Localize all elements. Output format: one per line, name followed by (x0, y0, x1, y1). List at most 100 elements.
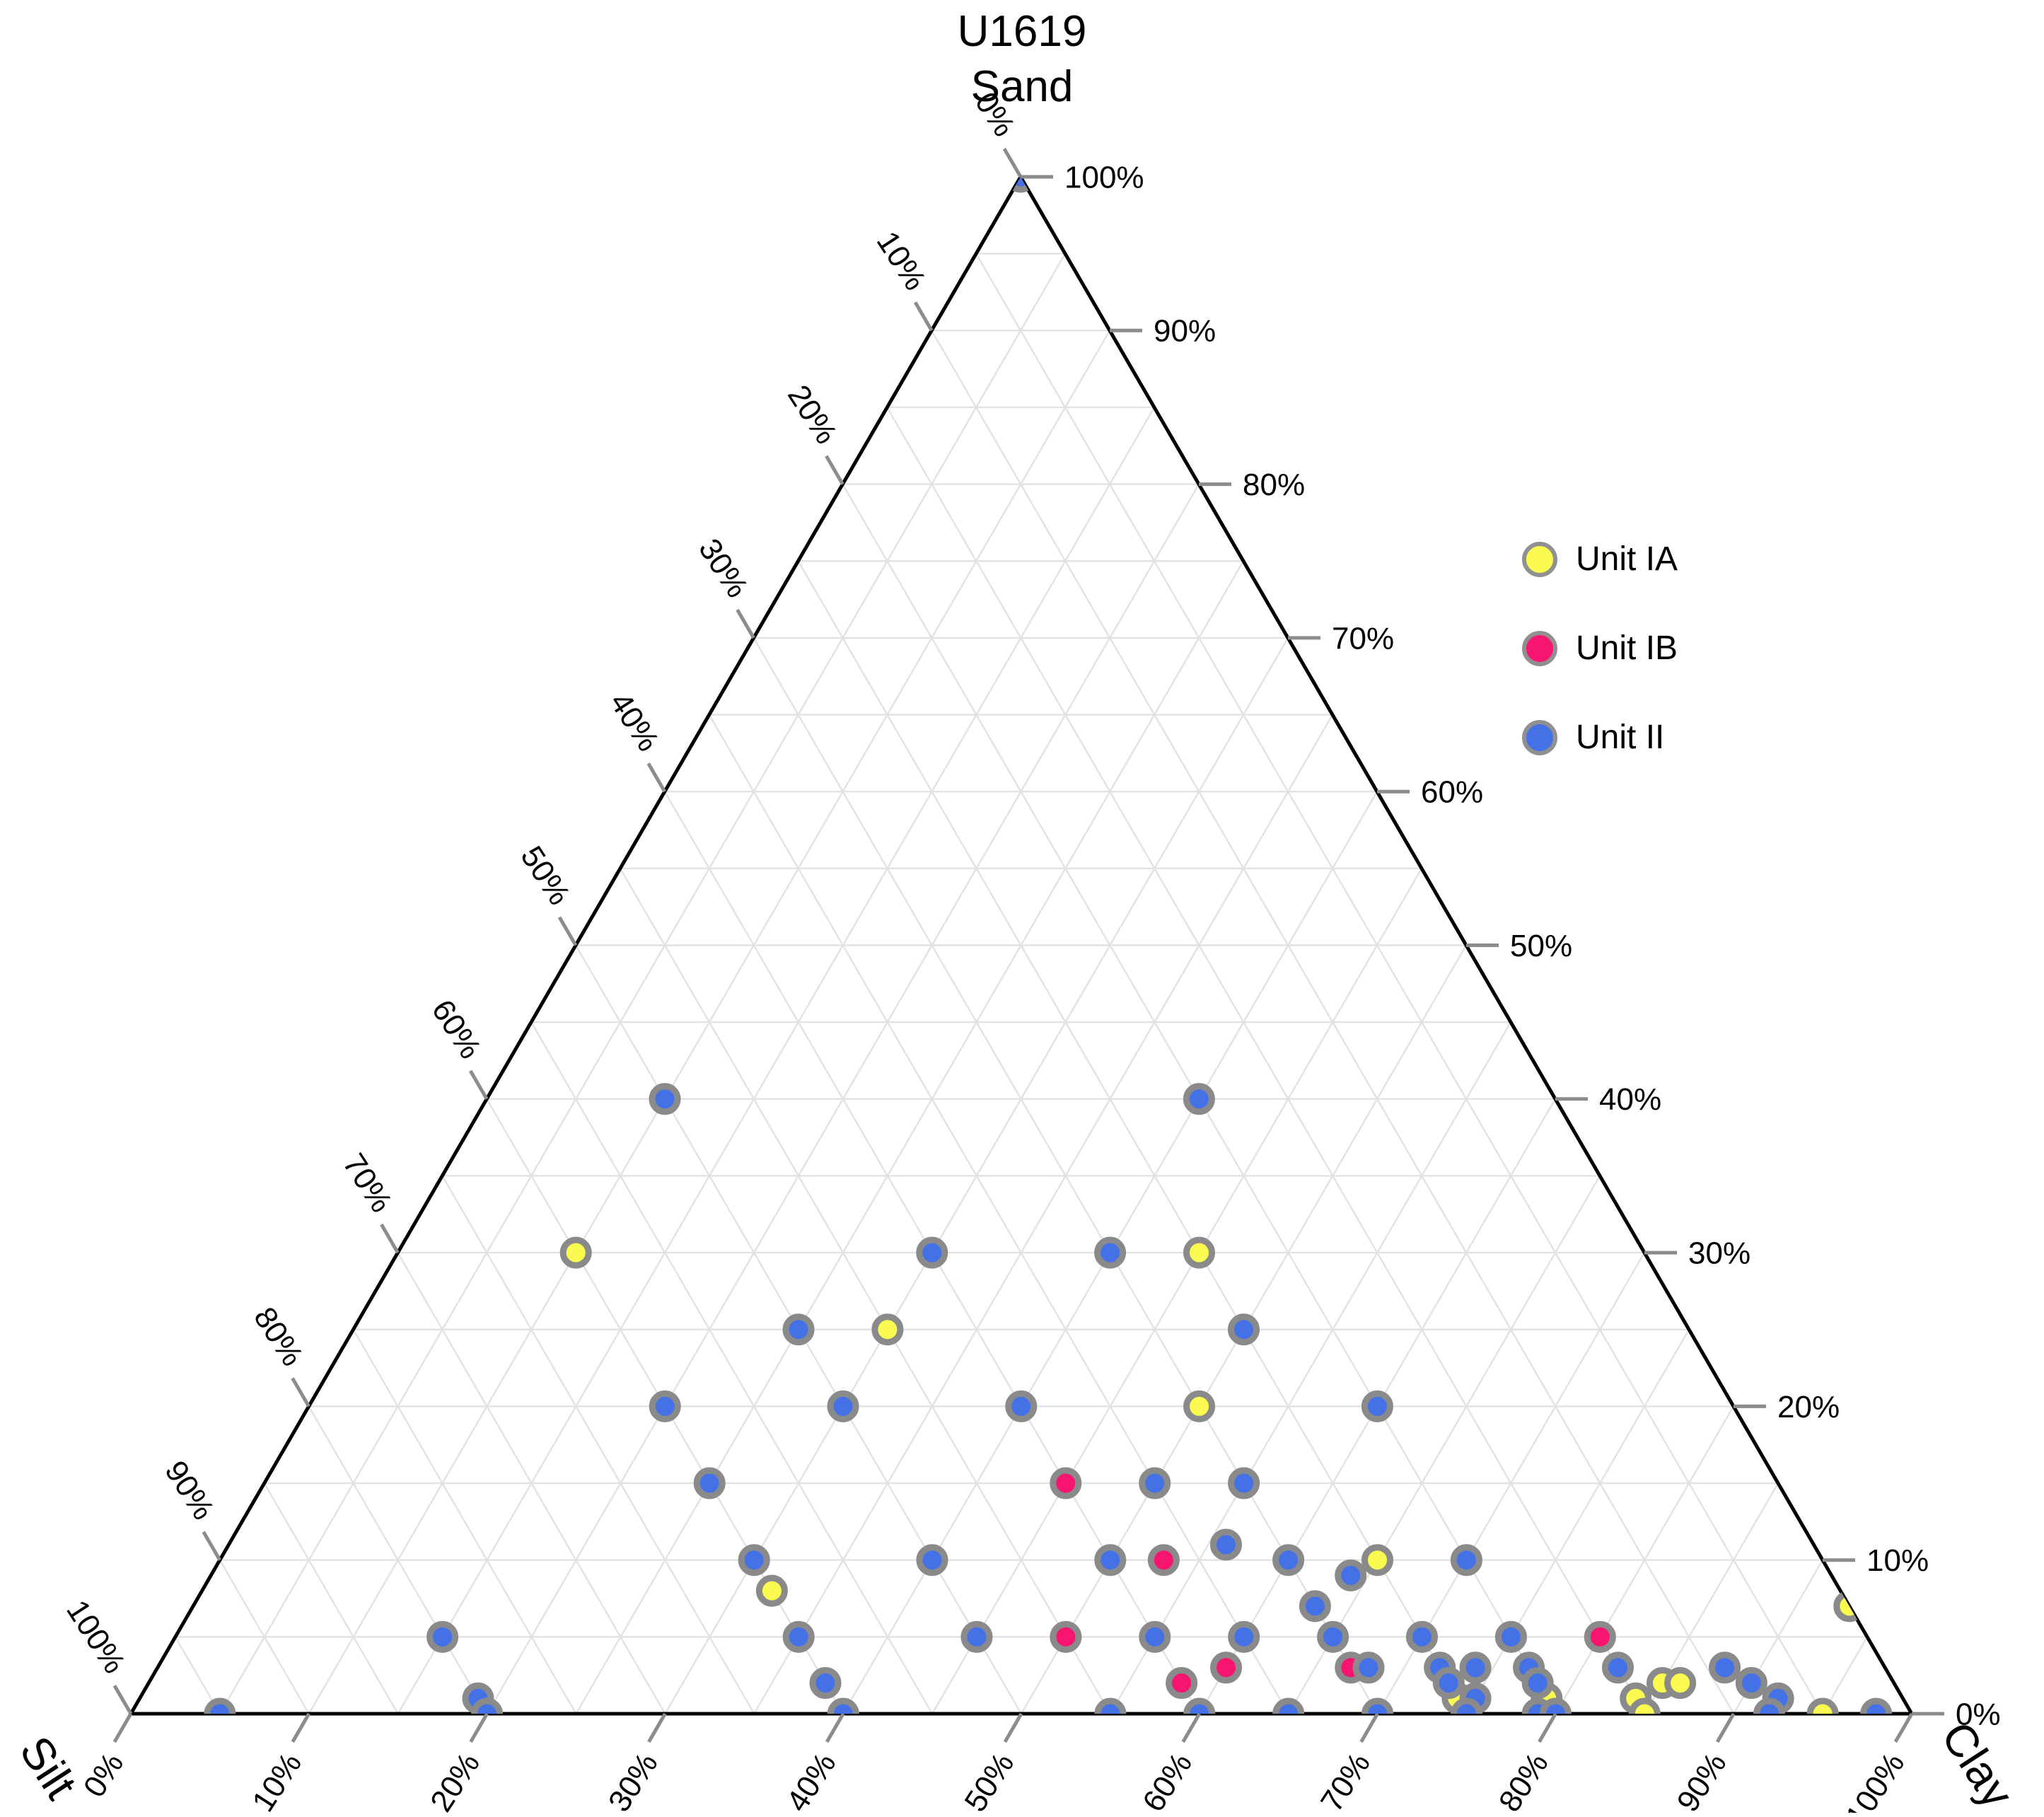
data-point (827, 1390, 859, 1422)
tick-label-clay-90%: 90% (1671, 1747, 1734, 1813)
tick-silt-100% (112, 1684, 133, 1715)
legend-marker-icon (1522, 542, 1557, 577)
sand-axis-title: Sand (970, 62, 1074, 111)
data-point (204, 1697, 236, 1714)
series-unit-ii (204, 177, 1893, 1714)
tick-label-clay-10%: 10% (245, 1747, 308, 1813)
tick-clay-90% (1715, 1712, 1736, 1743)
data-point (782, 1313, 815, 1346)
tick-label-silt-10%: 10% (870, 226, 933, 297)
data-point (1317, 1620, 1349, 1653)
tick-label-sand-40%: 40% (1599, 1082, 1661, 1117)
tick-label-clay-100%: 100% (1839, 1747, 1911, 1813)
tick-clay-50% (1003, 1712, 1023, 1743)
data-point (871, 1313, 904, 1346)
data-point (1166, 1667, 1198, 1700)
grid-line-silt-65 (441, 1175, 755, 1714)
data-point (1183, 1697, 1216, 1714)
tick-silt-10% (913, 301, 934, 332)
grid-line-silt-15 (886, 407, 1646, 1714)
data-point (1228, 1620, 1260, 1653)
data-point (1459, 1651, 1492, 1684)
data-point (1521, 1667, 1554, 1700)
grid-line-silt-45 (619, 868, 1111, 1714)
data-point (1432, 1667, 1465, 1700)
data-point (738, 1544, 770, 1577)
tick-clay-10% (291, 1712, 310, 1743)
grid-line-clay-55 (1109, 1021, 1512, 1714)
data-point (782, 1620, 815, 1653)
tick-label-silt-70%: 70% (336, 1147, 399, 1219)
legend: Unit IA Unit IB Unit II (1522, 540, 1678, 807)
grid-lines (174, 252, 1869, 1714)
legend-label: Unit IA (1576, 540, 1678, 578)
tick-silt-80% (291, 1377, 310, 1407)
data-point (649, 1083, 681, 1115)
data-point (1210, 1651, 1243, 1684)
tick-label-sand-80%: 80% (1243, 468, 1305, 502)
tick-label-sand-70%: 70% (1332, 621, 1394, 656)
grid-line-silt-25 (797, 560, 1468, 1714)
data-point (1139, 1467, 1171, 1499)
data-point (1050, 1467, 1082, 1499)
tick-silt-70% (380, 1224, 400, 1254)
grid-line-silt-35 (708, 714, 1289, 1714)
data-point (1050, 1620, 1082, 1653)
tick-label-silt-80%: 80% (247, 1301, 310, 1373)
data-point (559, 1236, 592, 1269)
tick-label-sand-20%: 20% (1777, 1390, 1840, 1424)
data-point (1139, 1620, 1171, 1653)
tick-label-sand-60%: 60% (1421, 775, 1483, 810)
tick-label-clay-30%: 30% (602, 1747, 665, 1813)
data-point (1094, 1697, 1127, 1714)
data-point (1183, 1083, 1215, 1115)
grid-line-silt-80 (308, 1405, 488, 1714)
data-point (1451, 1697, 1482, 1714)
grid-line-clay-35 (753, 714, 1334, 1714)
tick-clay-0% (112, 1712, 133, 1743)
data-point (1753, 1697, 1786, 1714)
tick-label-sand-0%: 0% (1956, 1697, 2001, 1731)
tick-clay-100% (1893, 1712, 1914, 1743)
data-point (1209, 1528, 1242, 1561)
data-point (1272, 1544, 1305, 1577)
data-point (1361, 1390, 1393, 1422)
tick-clay-80% (1538, 1712, 1557, 1743)
data-point (1183, 1236, 1215, 1269)
tick-label-silt-100%: 100% (59, 1594, 132, 1680)
data-point (1709, 1651, 1741, 1684)
data-point (1539, 1697, 1572, 1714)
data-point (755, 1574, 788, 1607)
tick-clay-60% (1181, 1712, 1201, 1743)
legend-marker-icon (1522, 631, 1557, 666)
tick-label-clay-60%: 60% (1136, 1747, 1199, 1813)
tick-label-sand-100%: 100% (1064, 160, 1144, 195)
data-point (916, 1544, 948, 1577)
grid-line-clay-5 (219, 253, 1067, 1714)
tick-label-clay-80%: 80% (1492, 1747, 1555, 1813)
data-point (1183, 1390, 1216, 1422)
grid-line-clay-80 (1555, 1405, 1735, 1714)
legend-label: Unit II (1576, 719, 1665, 756)
tick-label-clay-40%: 40% (780, 1747, 843, 1813)
grid-line-silt-85 (263, 1482, 399, 1714)
data-point (426, 1620, 459, 1653)
grid-line-clay-75 (1465, 1329, 1690, 1714)
tick-label-sand-30%: 30% (1688, 1236, 1750, 1271)
data-point (1352, 1651, 1385, 1684)
tick-label-sand-10%: 10% (1866, 1543, 1929, 1578)
grid-line-clay-45 (931, 868, 1423, 1714)
tick-label-clay-50%: 50% (958, 1747, 1021, 1813)
tick-label-clay-70%: 70% (1314, 1747, 1377, 1813)
tick-label-silt-50%: 50% (514, 840, 577, 912)
tick-silt-30% (736, 608, 755, 639)
data-point (1228, 1467, 1260, 1499)
legend-label: Unit IB (1576, 629, 1678, 667)
tick-label-clay-20%: 20% (424, 1747, 487, 1813)
data-point (1228, 1313, 1260, 1346)
data-point (1584, 1620, 1616, 1653)
data-point (1361, 1697, 1394, 1714)
tick-label-silt-20%: 20% (781, 379, 844, 451)
